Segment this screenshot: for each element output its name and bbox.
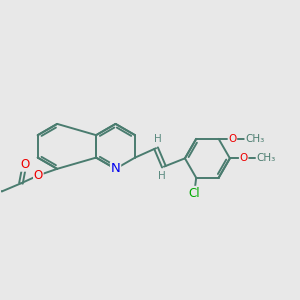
Text: Cl: Cl [188,187,200,200]
Text: H: H [158,171,166,181]
Text: CH₃: CH₃ [256,153,276,163]
Text: O: O [34,169,43,182]
Text: O: O [20,158,29,171]
Text: O: O [228,134,236,144]
Text: CH₃: CH₃ [245,134,264,144]
Text: N: N [111,162,120,175]
Text: H: H [154,134,162,144]
Text: O: O [239,153,248,163]
